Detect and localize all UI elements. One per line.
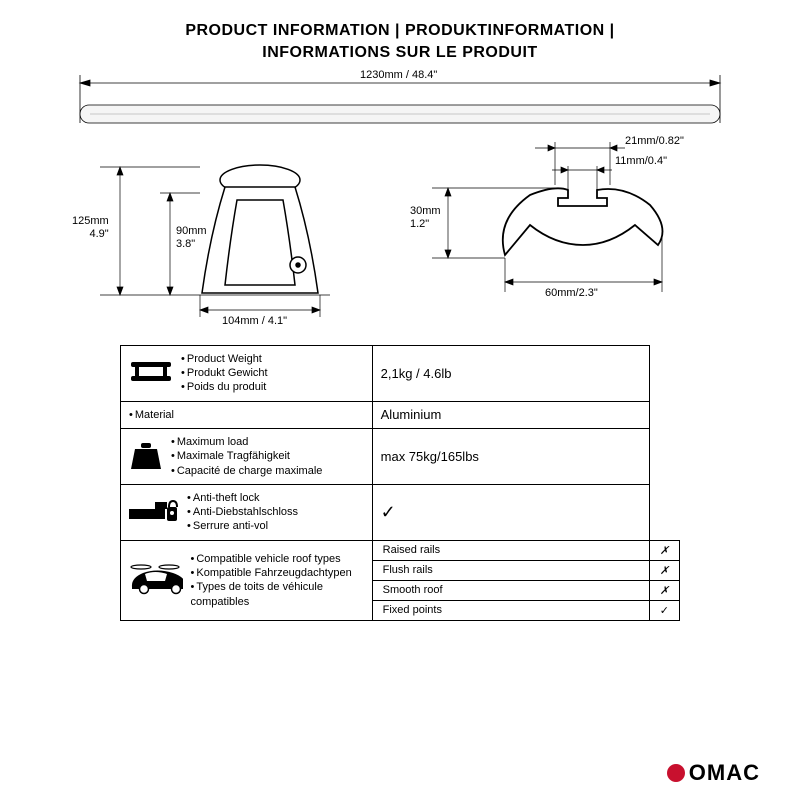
spec-table: Product Weight Produkt Gewicht Poids du … xyxy=(120,345,680,621)
row-lock: Anti-theft lock Anti-Diebstahlschloss Se… xyxy=(121,484,680,540)
lock-icon xyxy=(129,497,179,527)
value-lock: ✓ xyxy=(372,484,649,540)
compat-flush-val: ✗ xyxy=(649,560,679,580)
car-icon xyxy=(129,563,183,597)
foot-diagram xyxy=(100,165,330,317)
dim-slot-inner: 11mm/0.4" xyxy=(615,155,667,168)
value-weight: 2,1kg / 4.6lb xyxy=(372,345,649,401)
title-line-2: INFORMATIONS SUR LE PRODUIT xyxy=(60,42,740,64)
dim-profile-height: 30mm 1.2" xyxy=(410,205,441,231)
title-line-1: PRODUCT INFORMATION | PRODUKTINFORMATION… xyxy=(60,20,740,42)
dim-bar-length: 1230mm / 48.4" xyxy=(360,69,437,82)
page-title: PRODUCT INFORMATION | PRODUKTINFORMATION… xyxy=(60,20,740,65)
brand-dot-icon xyxy=(667,764,685,782)
brand-logo: OMAC xyxy=(667,760,760,786)
weight-icon xyxy=(129,441,163,471)
brand-text: OMAC xyxy=(689,760,760,786)
product-info-sheet: PRODUCT INFORMATION | PRODUKTINFORMATION… xyxy=(0,0,800,621)
compat-fixed-val: ✓ xyxy=(649,600,679,620)
dim-foot-width: 104mm / 4.1" xyxy=(222,315,287,328)
bars-icon xyxy=(129,358,173,388)
row-material: Material Aluminium xyxy=(121,401,680,428)
diagram-svg xyxy=(60,75,740,335)
dim-foot-height-full: 125mm 4.9" xyxy=(72,215,109,241)
compat-smooth-val: ✗ xyxy=(649,580,679,600)
row-compat-raised: Compatible vehicle roof types Kompatible… xyxy=(121,540,680,560)
compat-raised-val: ✗ xyxy=(649,540,679,560)
dim-foot-height-inner: 90mm 3.8" xyxy=(176,225,207,251)
crossbar-top-view xyxy=(80,105,720,123)
dim-slot-outer: 21mm/0.82" xyxy=(625,135,684,148)
value-load: max 75kg/165lbs xyxy=(372,428,649,484)
row-load: Maximum load Maximale Tragfähigkeit Capa… xyxy=(121,428,680,484)
dimension-diagrams: 1230mm / 48.4" 125mm 4.9" 90mm 3.8" 104m… xyxy=(60,75,740,335)
row-weight: Product Weight Produkt Gewicht Poids du … xyxy=(121,345,680,401)
dim-profile-width: 60mm/2.3" xyxy=(545,287,598,300)
value-material: Aluminium xyxy=(372,401,649,428)
